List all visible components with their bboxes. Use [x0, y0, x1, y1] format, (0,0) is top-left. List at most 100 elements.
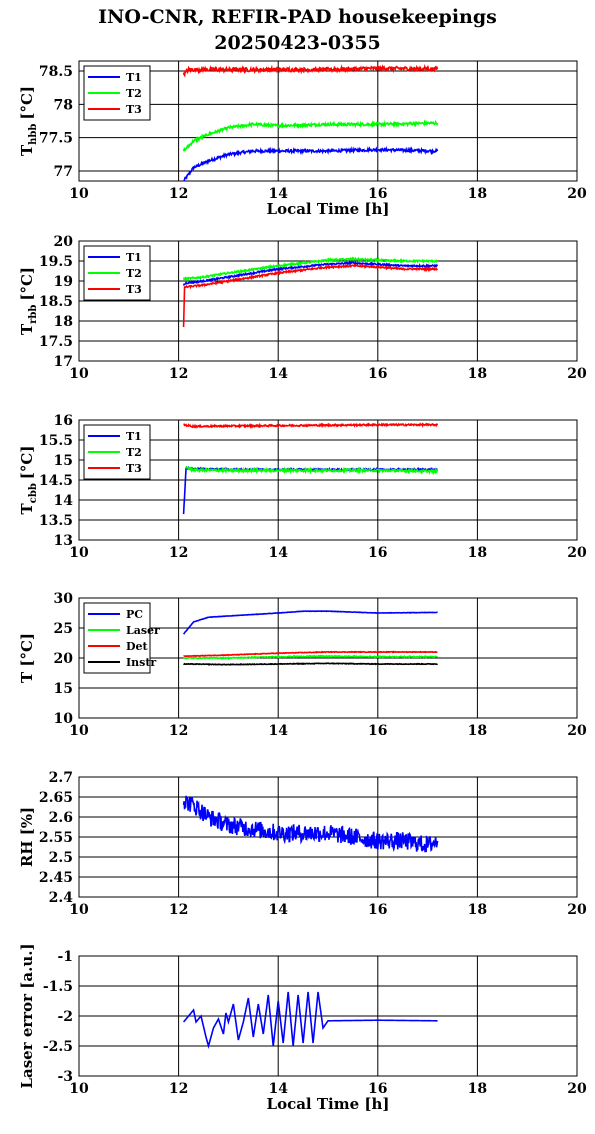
x-tick-label: 20	[567, 545, 587, 561]
y-tick-label: 10	[54, 711, 74, 727]
x-tick-label: 10	[69, 902, 89, 918]
plot-frame	[78, 240, 578, 362]
y-axis-label: Laser error [a.u.]	[18, 943, 36, 1088]
y-tick-label: 14.5	[39, 473, 73, 489]
x-tick-label: 10	[69, 186, 89, 202]
x-tick-label: 20	[567, 1081, 587, 1097]
series-line-t2	[185, 465, 439, 476]
series-line-t3	[183, 422, 439, 429]
y-tick-label: 25	[54, 621, 73, 637]
y-tick-label: 19	[54, 274, 73, 290]
y-tick-label: 77.5	[39, 131, 73, 147]
series-line-pc	[182, 610, 438, 635]
series-line-instr	[183, 662, 438, 666]
plot-frame	[78, 419, 578, 541]
y-axis-label: Tcbb[°C]	[18, 446, 39, 515]
y-tick-label: 13	[54, 533, 73, 549]
y-axis-label: T [°C]	[18, 633, 36, 683]
y-tick-label: 20	[54, 651, 74, 667]
x-tick-label: 14	[268, 366, 288, 382]
legend-label: T2	[126, 267, 142, 280]
panel-2: 17 17.5 18 18.5 19 19.5 20 10 12 14 16 18 20 T1 T2 T3 Tr…	[18, 234, 587, 382]
x-tick-label: 10	[69, 366, 89, 382]
panel-5: 2.4 2.45 2.5 2.55 2.6 2.65 2.7 10 12 14 16 18 20 RH […	[18, 770, 587, 918]
x-tick-label: 14	[268, 902, 288, 918]
x-tick-label: 18	[468, 186, 487, 202]
y-tick-label: 17.5	[39, 334, 73, 350]
x-tick-label: 12	[169, 1081, 188, 1097]
x-tick-label: 12	[169, 723, 188, 739]
legend-label: T3	[126, 462, 142, 475]
chart-title-line2: 20250423-0355	[214, 32, 381, 54]
series-line-t2	[182, 119, 439, 152]
x-tick-label: 12	[169, 366, 188, 382]
y-tick-label: 78.5	[39, 64, 73, 80]
y-tick-label: 2.5	[49, 850, 73, 866]
series-line-t1	[182, 260, 439, 286]
x-tick-label: 16	[368, 902, 387, 918]
legend-label: Laser	[126, 624, 160, 637]
y-tick-label: -2.5	[43, 1039, 73, 1055]
x-tick-label: 14	[268, 186, 288, 202]
x-tick-label: 20	[567, 723, 587, 739]
x-tick-label: 18	[468, 545, 487, 561]
y-tick-label: 2.65	[39, 790, 73, 806]
x-tick-label: 16	[368, 366, 387, 382]
x-tick-label: 18	[468, 1081, 487, 1097]
series-line-t1	[182, 465, 439, 515]
x-tick-label: 16	[368, 545, 387, 561]
legend-label: T3	[126, 103, 142, 116]
plot-frame	[78, 60, 578, 182]
y-tick-label: -3	[57, 1069, 73, 1085]
y-tick-label: 2.4	[49, 890, 74, 906]
x-tick-label: 18	[468, 902, 487, 918]
x-tick-label: 16	[368, 186, 387, 202]
x-tick-label: 10	[69, 723, 89, 739]
x-tick-label: 20	[567, 186, 587, 202]
y-tick-label: -1	[57, 949, 73, 965]
plot-frame	[78, 776, 578, 898]
y-tick-label: 2.45	[39, 870, 73, 886]
x-tick-label: 12	[169, 545, 188, 561]
panel-1: 77 77.5 78 78.5 10 12 14 16 18 20 T1 T2 T3 Thbb[°C] Lo…	[18, 60, 587, 218]
x-tick-label: 12	[169, 902, 188, 918]
chart-title: INO-CNR, REFIR-PAD housekeepings 2025042…	[0, 4, 595, 56]
panel-4: 10 15 20 25 30 10 12 14 16 18 20 PC Laser Det Instr T […	[18, 591, 587, 739]
legend: T1 T2 T3	[83, 245, 151, 301]
x-axis-label: Local Time [h]	[267, 200, 390, 218]
legend: PC Laser Det Instr	[83, 602, 160, 674]
series-line-t2	[182, 256, 438, 282]
series-line-t1	[183, 145, 439, 181]
series-line-t3	[182, 263, 438, 328]
y-tick-label: 78	[54, 97, 73, 113]
x-tick-label: 12	[169, 186, 188, 202]
y-tick-label: 16	[54, 413, 73, 429]
y-tick-label: 2.7	[49, 770, 73, 786]
y-axis-label: Trbb[°C]	[18, 267, 39, 335]
x-tick-label: 18	[468, 723, 487, 739]
legend-label: Det	[126, 640, 149, 653]
panel-6: -3 -2.5 -2 -1.5 -1 10 12 14 16 18 20 Laser error [a…	[18, 943, 587, 1113]
y-tick-label: 15	[54, 681, 73, 697]
legend-label: Instr	[126, 656, 156, 669]
plot-frame	[78, 597, 578, 719]
y-tick-label: 19.5	[39, 254, 73, 270]
x-axis-label: Local Time [h]	[267, 1095, 390, 1113]
series-line-1	[182, 991, 438, 1049]
y-tick-label: 13.5	[39, 513, 73, 529]
y-tick-label: 14	[54, 493, 74, 509]
series-line-1	[182, 795, 439, 853]
x-tick-label: 20	[567, 902, 587, 918]
legend-label: T2	[126, 87, 142, 100]
y-tick-label: 15	[54, 453, 73, 469]
x-tick-label: 16	[368, 1081, 387, 1097]
x-tick-label: 10	[69, 545, 89, 561]
y-axis-label: Thbb[°C]	[18, 86, 39, 156]
legend-label: T1	[126, 251, 142, 264]
x-tick-label: 18	[468, 366, 487, 382]
y-tick-label: 18.5	[39, 294, 73, 310]
y-tick-label: -2	[57, 1009, 73, 1025]
legend-label: T1	[126, 430, 142, 443]
y-tick-label: 2.55	[39, 830, 73, 846]
